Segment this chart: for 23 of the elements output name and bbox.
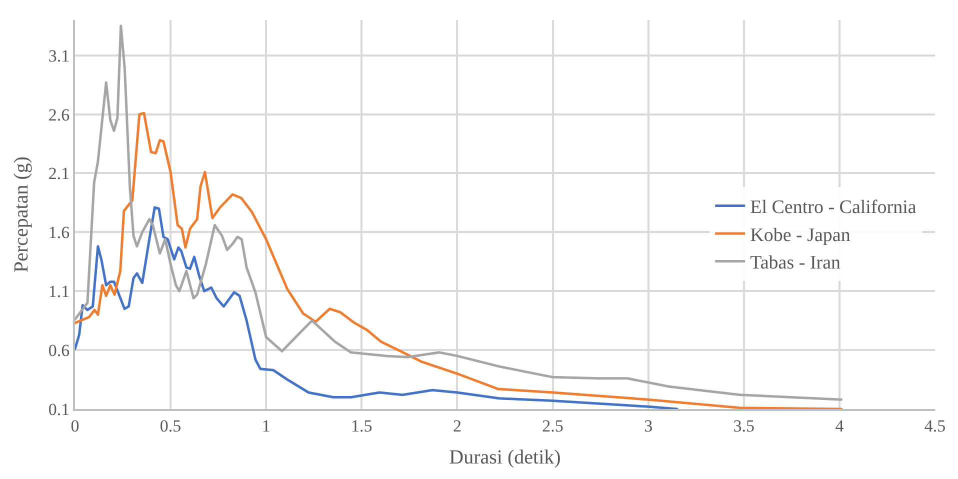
x-tick-label: 0	[70, 416, 80, 436]
x-tick-label: 1.5	[351, 416, 372, 436]
line-series	[75, 206, 678, 409]
x-tick-label: 2.5	[542, 416, 564, 436]
x-tick-label: 2	[452, 416, 462, 436]
legend-label: El Centro - California	[750, 197, 917, 218]
x-tick-label: 3.5	[733, 416, 755, 436]
legend-label: Kobe - Japan	[750, 224, 851, 246]
legend-label: Tabas - Iran	[750, 252, 842, 274]
x-tick-label: 3	[644, 416, 653, 436]
x-tick-label: 4	[835, 416, 844, 436]
x-tick-label: 4.5	[924, 416, 946, 436]
x-axis-title: Durasi (detik)	[449, 446, 561, 468]
y-tick-label: 2.6	[48, 105, 70, 124]
y-axis-title: Percepatan (g)	[10, 156, 32, 273]
y-tick-label: 3.1	[48, 46, 70, 66]
y-tick-label: 0.6	[48, 341, 70, 360]
x-tick-label: 1	[262, 416, 270, 436]
y-tick-label: 1.1	[48, 282, 70, 302]
x-tick-label: 0.5	[160, 416, 182, 436]
y-tick-label: 2.1	[48, 164, 70, 184]
y-tick-label: 0.1	[48, 400, 70, 419]
y-tick-label: 1.6	[48, 223, 70, 242]
